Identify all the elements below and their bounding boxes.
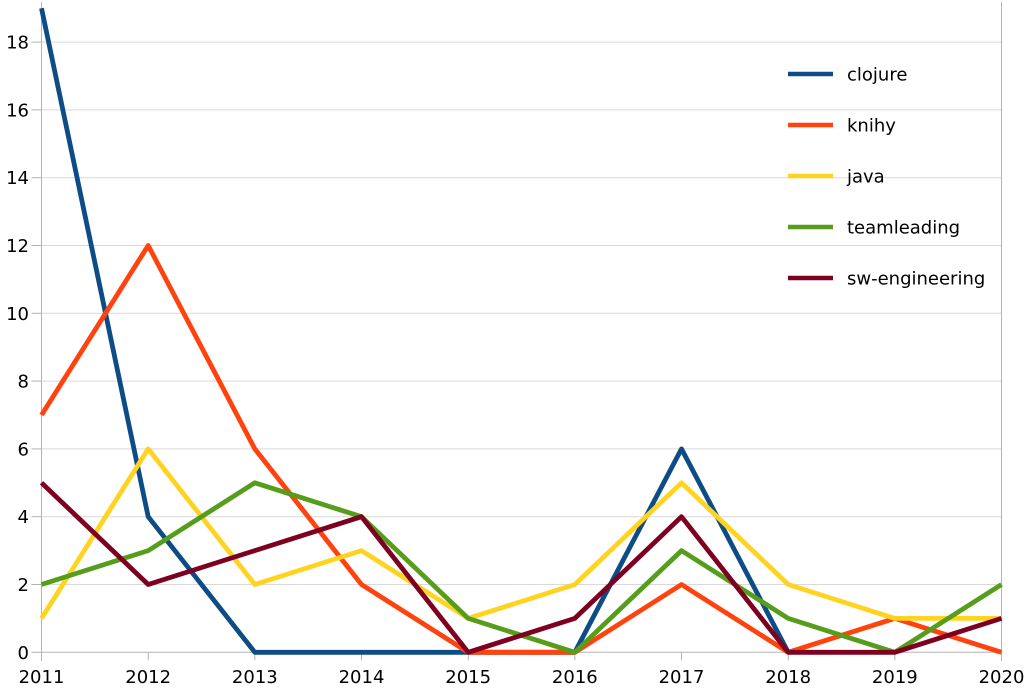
legend-label-knihy: knihy: [847, 116, 896, 137]
y-axis-label: 6: [18, 439, 29, 460]
y-axis-label: 12: [6, 236, 29, 257]
x-axis-label: 2018: [765, 667, 811, 688]
series-line-java: [39, 446, 1002, 621]
legend-label-java: java: [846, 167, 885, 188]
y-axis-label: 10: [6, 304, 29, 325]
x-axis-label: 2019: [872, 667, 918, 688]
legend-label-sw-engineering: sw-engineering: [847, 269, 985, 290]
x-axis-label: 2012: [125, 667, 171, 688]
x-axis-label: 2013: [232, 667, 278, 688]
y-axis-label: 16: [6, 100, 29, 121]
x-axis-label: 2017: [659, 667, 705, 688]
x-axis-label: 2011: [19, 667, 65, 688]
y-axis-label: 0: [18, 643, 29, 664]
series-line-sw-engineering: [39, 481, 1003, 655]
x-axis-label: 2020: [979, 667, 1025, 688]
legend-label-teamleading: teamleading: [847, 218, 960, 239]
x-axis-label: 2016: [552, 667, 598, 688]
x-axis-label: 2015: [445, 667, 491, 688]
y-axis-label: 4: [18, 507, 29, 528]
legend-label-clojure: clojure: [847, 65, 907, 86]
y-axis-label: 14: [6, 168, 29, 189]
y-axis-label: 18: [6, 33, 29, 54]
x-axis-label: 2014: [339, 667, 385, 688]
y-axis-label: 8: [18, 372, 29, 393]
y-axis-label: 2: [18, 575, 29, 596]
